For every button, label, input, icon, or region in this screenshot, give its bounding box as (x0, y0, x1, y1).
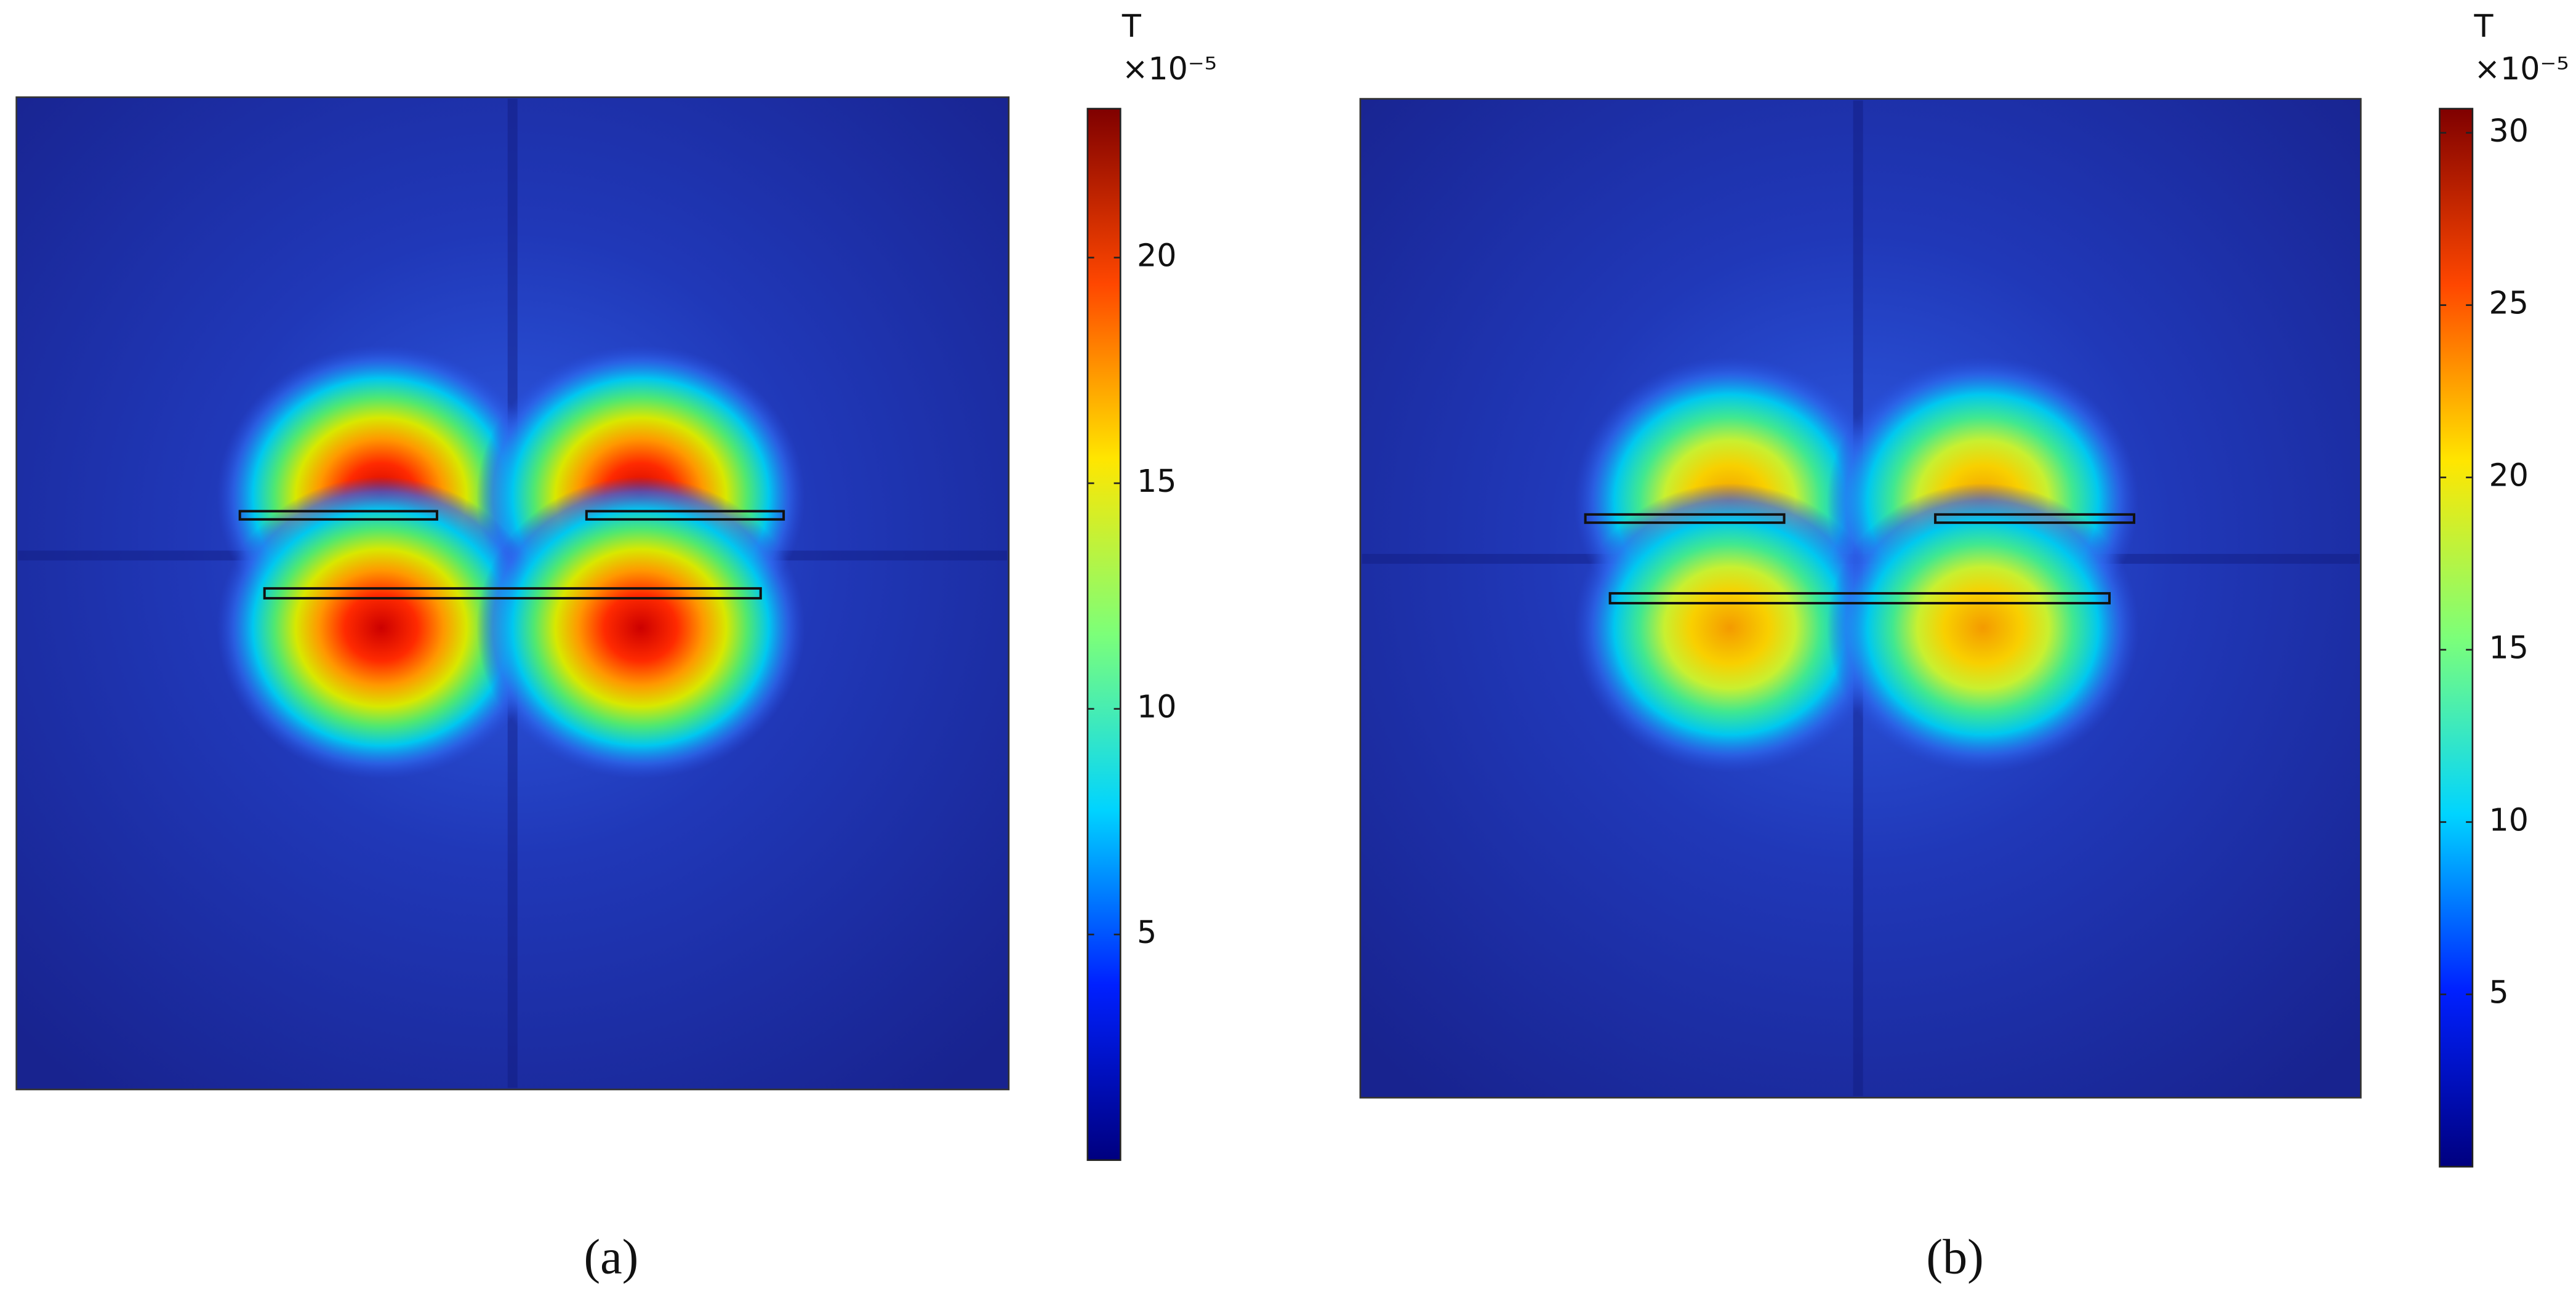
field-lobe (476, 476, 805, 779)
colorbar-unit: T (2474, 8, 2494, 44)
caption: (a) (584, 1230, 638, 1285)
colorbar-tick-label: 20 (1137, 237, 1177, 273)
colorbar-tick-label: 30 (2489, 113, 2529, 149)
field-lobe (1826, 483, 2140, 772)
colorbar-tick-label: 25 (2489, 285, 2529, 321)
colorbar-tick-label: 5 (1137, 914, 1157, 950)
colorbar-unit: T (1121, 8, 1142, 44)
caption: (b) (1926, 1230, 1983, 1285)
colorbar-tick-label: 15 (1137, 463, 1177, 499)
colorbar-tick-label: 10 (2489, 802, 2529, 838)
colorbar-tick-label: 15 (2489, 630, 2529, 666)
plate (238, 510, 438, 521)
field-lobe (217, 476, 546, 779)
colorbar-scale: ×10⁻⁵ (1122, 50, 1217, 87)
field-a (15, 96, 1010, 1091)
plate (1934, 513, 2136, 524)
colorbar-tick-label: 5 (2489, 974, 2509, 1010)
field-lobe (1573, 483, 1887, 772)
plate (1608, 592, 2111, 604)
plate (263, 587, 762, 600)
colorbar-tick-label: 20 (2489, 457, 2529, 494)
plate (1584, 513, 1786, 524)
plate (585, 510, 785, 521)
colorbar-tick-label: 10 (1137, 689, 1177, 725)
colorbar (2439, 108, 2474, 1168)
colorbar-scale: ×10⁻⁵ (2474, 50, 2569, 87)
field-b (1359, 98, 2362, 1099)
colorbar (1086, 108, 1121, 1162)
